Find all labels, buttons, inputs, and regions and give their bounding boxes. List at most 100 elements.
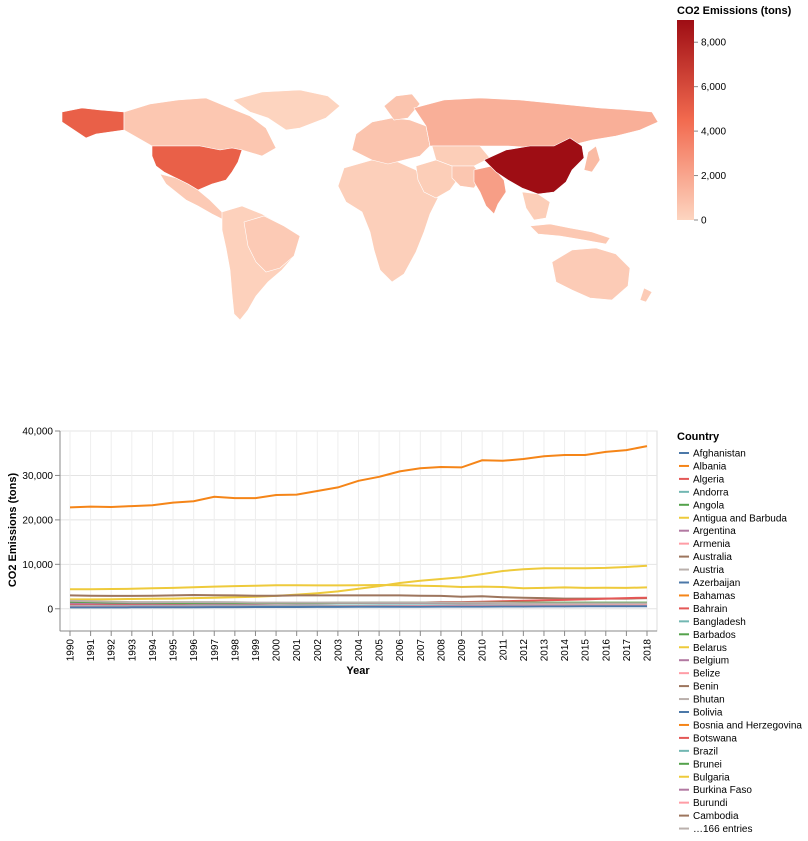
color-legend: CO2 Emissions (tons) 8,000 6,000 4,000 2,00…: [677, 5, 792, 227]
legend-label: Angola: [693, 500, 725, 511]
x-tick-label: 2002: [313, 639, 324, 662]
legend-entry[interactable]: Brazil: [679, 746, 718, 757]
y-tick-label: 30,000: [22, 471, 53, 482]
series-line[interactable]: [70, 605, 647, 609]
x-tick-label: 2006: [395, 639, 406, 662]
legend-entry[interactable]: Armenia: [679, 539, 731, 550]
legend-entry[interactable]: Barbados: [679, 630, 736, 641]
region-new-zealand[interactable]: [639, 287, 653, 303]
x-tick-label: 2004: [354, 639, 365, 662]
region-greenland[interactable]: [232, 89, 341, 131]
series-line[interactable]: [69, 445, 648, 509]
grid-lines: [60, 430, 657, 631]
y-axis-title: CO2 Emissions (tons): [7, 473, 19, 588]
legend-entry[interactable]: Cambodia: [679, 811, 739, 822]
x-axis: 1990 1991 1992 1993 1994 1995 1996 1997 1998 1999…: [60, 630, 657, 662]
legend-entry[interactable]: Albania: [679, 461, 727, 472]
legend-label: Azerbaijan: [693, 578, 740, 589]
region-africa[interactable]: [337, 159, 439, 283]
x-axis-title: Year: [346, 665, 370, 677]
legend-entry[interactable]: Belize: [679, 669, 721, 680]
legend-entry[interactable]: Bolivia: [679, 708, 723, 719]
legend-label: Andorra: [693, 487, 729, 498]
region-brazil[interactable]: [243, 215, 301, 273]
legend-label: Algeria: [693, 474, 725, 485]
x-tick-label: 2005: [375, 639, 386, 662]
region-middle-east[interactable]: [415, 159, 461, 199]
color-legend-tick-label: 2,000: [701, 171, 726, 182]
region-australia[interactable]: [551, 247, 631, 301]
region-indonesia[interactable]: [529, 223, 611, 245]
legend-entry[interactable]: …166 entries: [679, 824, 752, 835]
series-line[interactable]: [69, 593, 648, 600]
x-tick-label: 1998: [230, 639, 241, 662]
world-map: [61, 89, 659, 321]
legend-label: Belize: [693, 669, 721, 680]
x-tick-label: 1997: [210, 639, 221, 662]
legend-entry[interactable]: Bahamas: [679, 591, 735, 602]
legend-entry[interactable]: Angola: [679, 500, 725, 511]
x-tick-label: 1999: [251, 639, 262, 662]
x-tick-label: 1995: [169, 639, 180, 662]
legend-entry[interactable]: Belgium: [679, 656, 729, 667]
legend-entry[interactable]: Bahrain: [679, 604, 727, 615]
color-legend-tick-label: 8,000: [701, 38, 726, 49]
legend-entry[interactable]: Belarus: [679, 643, 727, 654]
region-japan[interactable]: [583, 145, 601, 173]
legend-label: Bahamas: [693, 591, 735, 602]
x-tick-label: 1991: [86, 639, 97, 662]
series-line[interactable]: [69, 599, 647, 605]
y-tick-label: 0: [47, 604, 53, 615]
legend-entry[interactable]: Australia: [679, 552, 732, 563]
color-legend-gradient: [677, 20, 694, 220]
region-scandinavia[interactable]: [383, 93, 421, 121]
legend-entry[interactable]: Algeria: [679, 474, 725, 485]
region-alaska[interactable]: [61, 107, 125, 139]
legend-entry[interactable]: Bulgaria: [679, 772, 730, 783]
x-tick-label: 2016: [601, 639, 612, 662]
legend-label: Bahrain: [693, 604, 727, 615]
legend-entry[interactable]: Bhutan: [679, 695, 725, 706]
legend-entry[interactable]: Bosnia and Herzegovina: [679, 720, 802, 731]
legend-entry[interactable]: Burundi: [679, 798, 727, 809]
legend-entry[interactable]: Bangladesh: [679, 617, 746, 628]
legend-entry[interactable]: Burkina Faso: [679, 785, 752, 796]
series-line[interactable]: [70, 583, 648, 591]
legend-entry[interactable]: Antigua and Barbuda: [679, 513, 787, 524]
legend-entry[interactable]: Andorra: [679, 487, 729, 498]
x-tick-label: 2007: [416, 639, 427, 662]
legend-entry[interactable]: Benin: [679, 682, 719, 693]
x-tick-label: 2018: [643, 639, 654, 662]
x-tick-label: 2008: [436, 639, 447, 662]
x-tick-label: 2009: [457, 639, 468, 662]
region-china[interactable]: [483, 137, 585, 195]
y-tick-label: 40,000: [22, 427, 53, 438]
x-tick-label: 2017: [622, 639, 633, 662]
legend-entry[interactable]: Afghanistan: [679, 449, 746, 460]
legend-label: Brunei: [693, 759, 722, 770]
x-tick-label: 2000: [272, 639, 283, 662]
region-united-states[interactable]: [151, 145, 243, 191]
x-tick-label: 2010: [478, 639, 489, 662]
legend-label: Botswana: [693, 733, 737, 744]
region-southeast-asia[interactable]: [521, 191, 551, 221]
legend-label: Bhutan: [693, 695, 725, 706]
y-tick-label: 10,000: [22, 560, 53, 571]
x-tick-label: 1996: [189, 639, 200, 662]
legend-label: Burkina Faso: [693, 785, 752, 796]
legend-entry[interactable]: Argentina: [679, 526, 736, 537]
legend-label: Barbados: [693, 630, 736, 641]
legend-label: …166 entries: [693, 824, 752, 835]
legend-entry[interactable]: Brunei: [679, 759, 722, 770]
legend-entry[interactable]: Botswana: [679, 733, 737, 744]
legend-entry[interactable]: Azerbaijan: [679, 578, 740, 589]
region-europe[interactable]: [351, 117, 431, 165]
legend-label: Bolivia: [693, 708, 723, 719]
legend-entry[interactable]: Austria: [679, 565, 725, 576]
series-line[interactable]: [70, 564, 648, 601]
region-russia[interactable]: [413, 97, 659, 149]
x-tick-label: 1994: [148, 639, 159, 662]
